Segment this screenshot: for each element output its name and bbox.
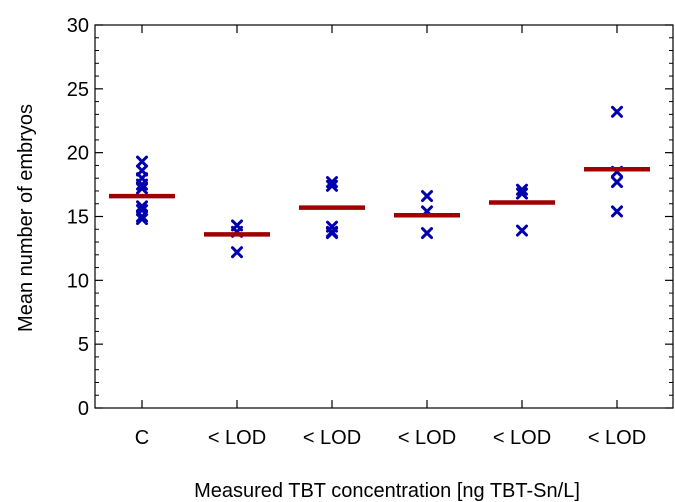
data-point bbox=[136, 213, 148, 226]
data-point-stroke bbox=[421, 227, 433, 240]
y-tick-labels: 0 5 10 15 20 25 30 bbox=[67, 15, 89, 420]
x-tick-label: < LOD bbox=[303, 427, 361, 449]
data-point-stroke bbox=[136, 182, 148, 195]
data-point bbox=[516, 183, 528, 196]
data-point-stroke bbox=[611, 105, 623, 118]
data-point bbox=[136, 182, 148, 195]
data-point bbox=[136, 210, 148, 223]
y-tick-label: 0 bbox=[78, 398, 89, 420]
data-point bbox=[136, 200, 148, 213]
x-tick-labels: C < LOD < LOD < LOD < LOD < LOD bbox=[135, 427, 646, 449]
x-tick-label: < LOD bbox=[588, 427, 646, 449]
data-point-stroke bbox=[326, 179, 338, 192]
data-point-stroke bbox=[516, 224, 528, 237]
y-tick-label: 20 bbox=[67, 143, 89, 165]
data-point-stroke bbox=[136, 200, 148, 213]
data-point bbox=[611, 205, 623, 218]
data-point-stroke bbox=[326, 176, 338, 189]
data-point-stroke bbox=[136, 210, 148, 223]
data-point-stroke bbox=[136, 155, 148, 168]
data-point-stroke bbox=[421, 190, 433, 203]
y-tick-label: 5 bbox=[78, 334, 89, 356]
data-point-stroke bbox=[611, 205, 623, 218]
data-point bbox=[421, 227, 433, 240]
data-point bbox=[326, 176, 338, 189]
x-tick-label: < LOD bbox=[493, 427, 551, 449]
data-point-stroke bbox=[231, 246, 243, 259]
data-point bbox=[326, 227, 338, 240]
data-point-stroke bbox=[136, 213, 148, 226]
data-point-stroke bbox=[516, 183, 528, 196]
data-point bbox=[136, 155, 148, 168]
data-point-stroke bbox=[516, 187, 528, 200]
data-point-stroke bbox=[136, 178, 148, 191]
data-point bbox=[611, 176, 623, 189]
x-axis-label: Measured TBT concentration [ng TBT-Sn/L] bbox=[194, 480, 580, 502]
y-tick-label: 30 bbox=[67, 15, 89, 37]
plot-frame bbox=[94, 24, 674, 409]
data-point bbox=[516, 187, 528, 200]
x-tick-label: < LOD bbox=[208, 427, 266, 449]
data-point bbox=[231, 246, 243, 259]
data-point-stroke bbox=[611, 176, 623, 189]
y-tick-label: 10 bbox=[67, 270, 89, 292]
x-tick-label: < LOD bbox=[398, 427, 456, 449]
y-tick-label: 15 bbox=[67, 207, 89, 229]
y-axis-label: Mean number of embryos bbox=[15, 104, 37, 332]
data-point-stroke bbox=[326, 227, 338, 240]
data-point bbox=[136, 178, 148, 191]
data-point bbox=[611, 105, 623, 118]
x-tick-label: C bbox=[135, 427, 149, 449]
ticks-layer bbox=[95, 24, 673, 409]
data-point bbox=[326, 179, 338, 192]
plot-layer bbox=[94, 24, 674, 409]
data-point bbox=[516, 224, 528, 237]
data-point bbox=[421, 190, 433, 203]
y-tick-label: 25 bbox=[67, 79, 89, 101]
